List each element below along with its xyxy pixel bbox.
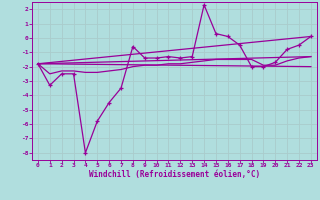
X-axis label: Windchill (Refroidissement éolien,°C): Windchill (Refroidissement éolien,°C) xyxy=(89,170,260,179)
